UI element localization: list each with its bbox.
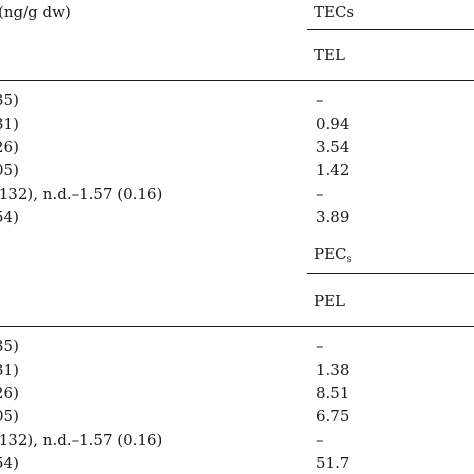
tel-header: TEL	[314, 46, 345, 64]
table-cell-left: 05)	[0, 161, 19, 179]
pecs-header-main: PEC	[314, 245, 347, 263]
tel-value: –	[316, 91, 324, 109]
pel-value: 8.51	[316, 384, 350, 402]
concentration-unit-header: (ng/g dw)	[0, 3, 71, 21]
table-cell-left: 31)	[0, 115, 19, 133]
pecs-header: PECs	[314, 245, 352, 265]
table-cell-left: 35)	[0, 91, 19, 109]
table-cell-left: 26)	[0, 384, 19, 402]
pecs-divider	[307, 273, 474, 275]
table-cell-left: 35)	[0, 337, 19, 355]
pel-bottom-rule	[0, 326, 474, 327]
pel-header: PEL	[314, 292, 346, 310]
tel-value: 0.94	[316, 115, 350, 133]
tel-value: –	[316, 185, 324, 203]
pecs-header-subscript: s	[346, 254, 352, 265]
header-bottom-rule	[0, 80, 474, 81]
pel-value: 6.75	[316, 407, 350, 425]
tel-value: 1.42	[316, 161, 350, 179]
pel-value: 51.7	[316, 454, 350, 472]
pel-value: –	[316, 337, 324, 355]
table-cell-left: 54)	[0, 208, 19, 226]
tel-value: 3.89	[316, 208, 350, 226]
pel-value: 1.38	[316, 361, 350, 379]
table-cell-left: 26)	[0, 138, 19, 156]
table-cell-left: .132), n.d.–1.57 (0.16)	[0, 185, 163, 203]
tel-value: 3.54	[316, 138, 350, 156]
tecs-divider	[307, 29, 474, 31]
table-cell-left: .132), n.d.–1.57 (0.16)	[0, 431, 163, 449]
tecs-header: TECs	[314, 3, 355, 21]
table-cell-left: 05)	[0, 407, 19, 425]
table-cell-left: 54)	[0, 454, 19, 472]
table-cell-left: 31)	[0, 361, 19, 379]
pel-value: –	[316, 431, 324, 449]
